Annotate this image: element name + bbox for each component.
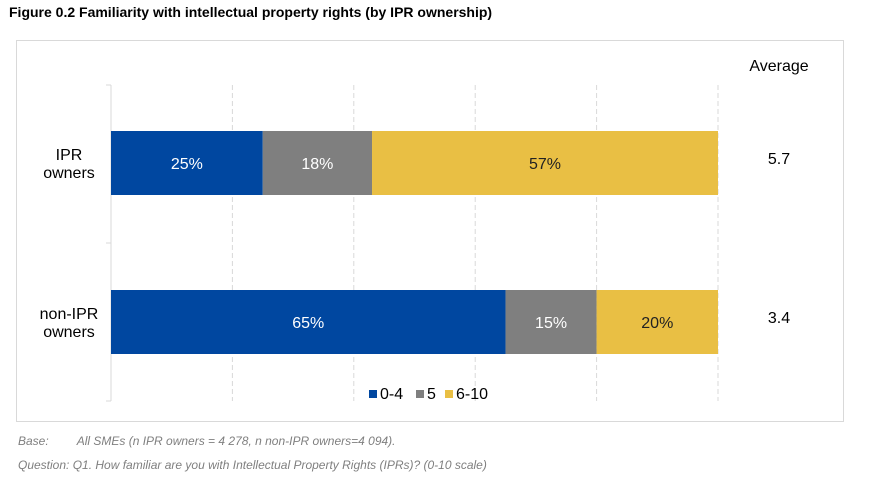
figure-title: Figure 0.2 Familiarity with intellectual… (9, 4, 493, 20)
average-value: 5.7 (768, 151, 790, 168)
data-label: 65% (292, 315, 324, 332)
base-note: Base: All SMEs (n IPR owners = 4 278, n n… (18, 434, 396, 448)
data-label: 15% (535, 315, 567, 332)
bar-segment (596, 290, 718, 354)
question-note: Question: Q1. How familiar are you with … (18, 458, 487, 472)
stacked-bar-chart: IPR owners non-IPR owners 25% 18% 57% 65% 15% 20%… (40, 58, 809, 403)
category-label: IPR owners (43, 147, 95, 182)
legend-label: 0-4 (380, 386, 403, 403)
legend-swatch (416, 390, 424, 398)
base-label: Base: (18, 434, 49, 448)
bar-segment (111, 131, 263, 195)
data-label: 25% (171, 156, 203, 173)
data-label: 18% (301, 156, 333, 173)
average-value: 3.4 (768, 310, 790, 327)
legend-swatch (445, 390, 453, 398)
bar-segment (372, 131, 718, 195)
data-label: 57% (529, 156, 561, 173)
data-label: 20% (641, 315, 673, 332)
bar-segment (111, 290, 506, 354)
bar-segment (262, 131, 373, 195)
average-header: Average (749, 58, 808, 75)
category-label: non-IPR owners (40, 306, 99, 341)
legend-label: 6-10 (456, 386, 488, 403)
legend-label: 5 (427, 386, 436, 403)
chart-frame: IPR owners non-IPR owners 25% 18% 57% 65% 15% 20%… (16, 40, 844, 422)
base-text: All SMEs (n IPR owners = 4 278, n non-IP… (76, 434, 396, 448)
legend-swatch (369, 390, 377, 398)
bar-segment (505, 290, 597, 354)
